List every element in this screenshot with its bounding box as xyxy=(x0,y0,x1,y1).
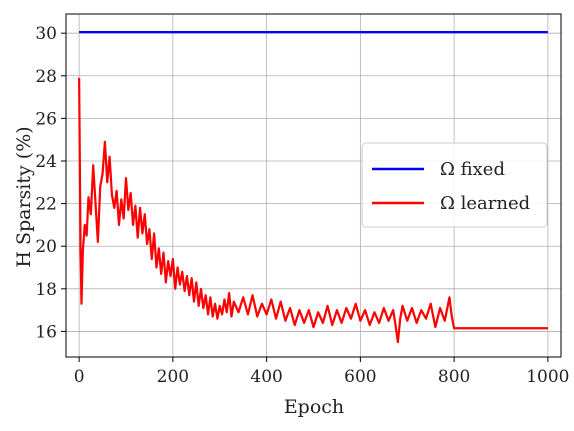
y-tick-label: 26 xyxy=(35,109,57,129)
y-tick-label: 20 xyxy=(35,237,57,257)
series-line-learned xyxy=(78,77,548,344)
y-tick-label: 22 xyxy=(35,195,57,215)
legend-label-fixed: Ω fixed xyxy=(440,159,505,180)
y-tick-label: 16 xyxy=(35,322,57,342)
plot-frame xyxy=(65,13,562,358)
series-layer xyxy=(78,31,548,344)
y-tick-label: 30 xyxy=(35,24,57,44)
x-tick-label: 400 xyxy=(250,367,282,387)
x-axis-label: Epoch xyxy=(284,396,344,418)
x-tick-label: 800 xyxy=(438,367,470,387)
x-axis-ticks: 0 200 400 600 800 1000 xyxy=(74,357,570,387)
x-tick-label: 0 xyxy=(74,367,85,387)
x-tick-label: 1000 xyxy=(526,367,569,387)
y-axis-ticks: 16 18 20 22 24 26 28 30 xyxy=(35,24,66,342)
x-tick-label: 600 xyxy=(344,367,376,387)
y-tick-label: 24 xyxy=(35,152,57,172)
legend-label-learned: Ω learned xyxy=(440,193,530,214)
x-tick-label: 200 xyxy=(157,367,189,387)
y-tick-label: 28 xyxy=(35,67,57,87)
y-tick-label: 18 xyxy=(35,280,57,300)
legend: Ω fixed Ω learned xyxy=(361,142,548,228)
y-axis-label: H Sparsity (%) xyxy=(13,126,35,267)
legend-box xyxy=(361,142,548,228)
